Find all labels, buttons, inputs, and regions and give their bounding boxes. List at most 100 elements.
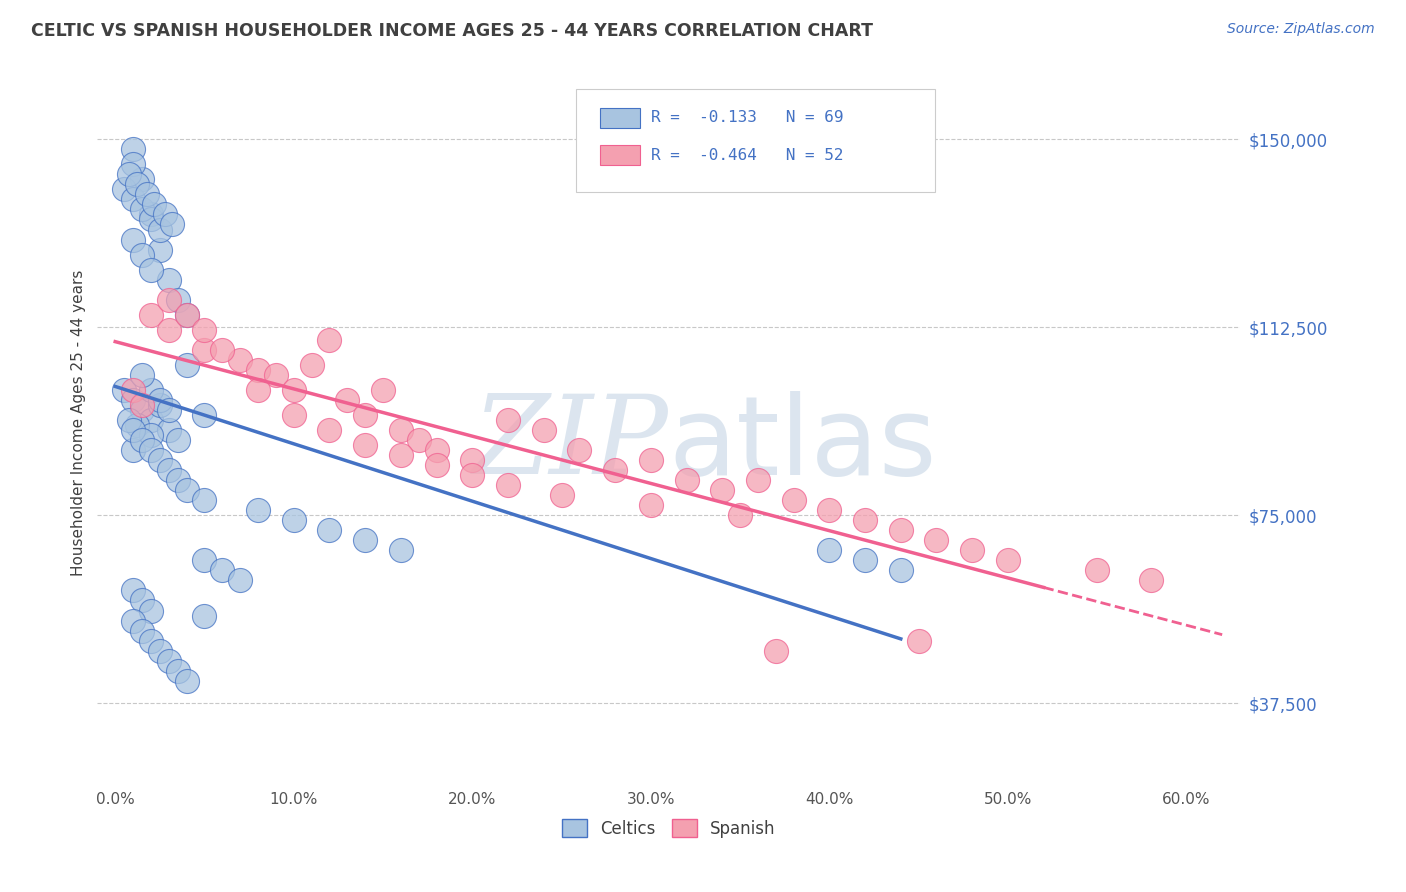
- Point: [122, 142, 145, 156]
- Point: [354, 408, 377, 422]
- Point: [264, 368, 287, 382]
- Point: [166, 664, 188, 678]
- Point: [125, 178, 148, 192]
- Point: [782, 493, 804, 508]
- Point: [131, 202, 153, 217]
- Point: [318, 333, 340, 347]
- Point: [193, 408, 215, 422]
- Y-axis label: Householder Income Ages 25 - 44 years: Householder Income Ages 25 - 44 years: [72, 269, 86, 575]
- Point: [157, 272, 180, 286]
- Point: [247, 363, 270, 377]
- Point: [122, 383, 145, 397]
- Point: [122, 583, 145, 598]
- Point: [122, 157, 145, 171]
- Point: [139, 207, 162, 221]
- Point: [112, 182, 135, 196]
- Point: [890, 524, 912, 538]
- Point: [853, 553, 876, 567]
- Point: [496, 413, 519, 427]
- Point: [389, 423, 412, 437]
- Point: [143, 197, 166, 211]
- Point: [149, 243, 172, 257]
- Point: [533, 423, 555, 437]
- Point: [136, 187, 159, 202]
- Point: [247, 503, 270, 517]
- Point: [157, 463, 180, 477]
- Point: [211, 563, 233, 577]
- Point: [149, 643, 172, 657]
- Point: [229, 352, 252, 367]
- Point: [166, 433, 188, 447]
- Point: [193, 608, 215, 623]
- Point: [283, 513, 305, 527]
- Point: [139, 603, 162, 617]
- Point: [139, 633, 162, 648]
- Point: [176, 308, 198, 322]
- Point: [176, 673, 198, 688]
- Point: [157, 403, 180, 417]
- Point: [122, 614, 145, 628]
- Point: [139, 383, 162, 397]
- Point: [247, 383, 270, 397]
- Point: [890, 563, 912, 577]
- Point: [162, 218, 184, 232]
- Point: [354, 438, 377, 452]
- Point: [176, 358, 198, 372]
- Point: [122, 392, 145, 407]
- Point: [711, 483, 734, 498]
- Point: [157, 654, 180, 668]
- Point: [149, 392, 172, 407]
- Point: [139, 262, 162, 277]
- Point: [371, 383, 394, 397]
- Point: [125, 417, 148, 432]
- Point: [907, 633, 929, 648]
- Point: [389, 543, 412, 558]
- Point: [118, 167, 141, 181]
- Legend: Celtics, Spanish: Celtics, Spanish: [555, 813, 783, 845]
- Point: [149, 222, 172, 236]
- Text: CELTIC VS SPANISH HOUSEHOLDER INCOME AGES 25 - 44 YEARS CORRELATION CHART: CELTIC VS SPANISH HOUSEHOLDER INCOME AGE…: [31, 22, 873, 40]
- Point: [149, 453, 172, 467]
- Point: [157, 323, 180, 337]
- Point: [283, 383, 305, 397]
- Point: [131, 403, 153, 417]
- Point: [461, 453, 484, 467]
- Point: [131, 172, 153, 186]
- Point: [550, 488, 572, 502]
- Point: [568, 443, 591, 458]
- Text: ZIP: ZIP: [472, 391, 669, 498]
- Point: [925, 533, 948, 548]
- Point: [408, 433, 430, 447]
- Point: [301, 358, 323, 372]
- Point: [153, 207, 176, 221]
- Point: [139, 443, 162, 458]
- Point: [118, 413, 141, 427]
- Point: [283, 408, 305, 422]
- Point: [960, 543, 983, 558]
- Point: [389, 448, 412, 462]
- Text: R =  -0.133   N = 69: R = -0.133 N = 69: [651, 111, 844, 125]
- Point: [496, 478, 519, 492]
- Point: [765, 643, 787, 657]
- Point: [336, 392, 359, 407]
- Text: R =  -0.464   N = 52: R = -0.464 N = 52: [651, 148, 844, 162]
- Point: [603, 463, 626, 477]
- Point: [122, 443, 145, 458]
- Point: [818, 543, 841, 558]
- Point: [139, 212, 162, 227]
- Point: [131, 433, 153, 447]
- Point: [640, 498, 662, 512]
- Point: [193, 323, 215, 337]
- Point: [728, 508, 751, 523]
- Point: [640, 453, 662, 467]
- Point: [131, 368, 153, 382]
- Point: [176, 308, 198, 322]
- Point: [166, 473, 188, 487]
- Point: [853, 513, 876, 527]
- Text: atlas: atlas: [669, 391, 938, 498]
- Point: [193, 553, 215, 567]
- Point: [131, 593, 153, 607]
- Point: [139, 428, 162, 442]
- Point: [149, 398, 172, 412]
- Point: [131, 398, 153, 412]
